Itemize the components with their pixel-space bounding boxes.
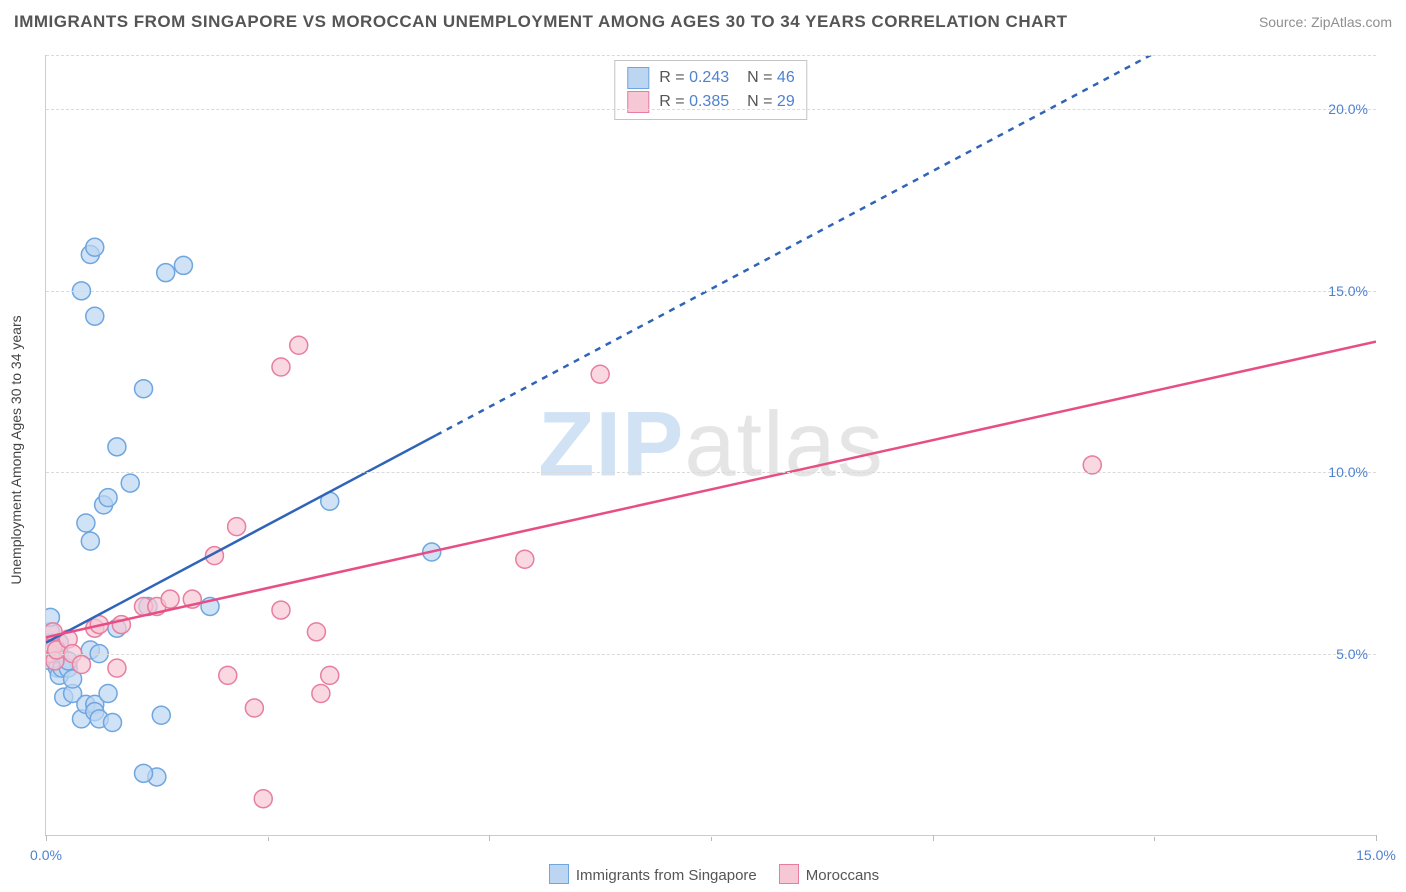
- x-tick-label: 15.0%: [1356, 847, 1396, 863]
- trend-line: [436, 55, 1151, 435]
- singapore-point: [99, 489, 117, 507]
- moroccan-point: [591, 365, 609, 383]
- y-tick-label: 20.0%: [1328, 101, 1368, 117]
- x-tick-mark: [1376, 835, 1377, 841]
- gridline-horizontal: [46, 55, 1376, 56]
- moroccan-point: [312, 685, 330, 703]
- singapore-point: [121, 474, 139, 492]
- x-tick-mark: [46, 835, 47, 841]
- x-minor-tick: [1154, 837, 1155, 841]
- scatter-svg: [46, 55, 1376, 835]
- series-label: Immigrants from Singapore: [576, 867, 757, 884]
- moroccan-point: [307, 623, 325, 641]
- y-tick-label: 10.0%: [1328, 464, 1368, 480]
- singapore-point: [157, 264, 175, 282]
- moroccan-point: [161, 590, 179, 608]
- series-legend: Immigrants from Singapore Moroccans: [0, 864, 1406, 884]
- chart-container: IMMIGRANTS FROM SINGAPORE VS MOROCCAN UN…: [0, 0, 1406, 892]
- singapore-point: [108, 438, 126, 456]
- gridline-horizontal: [46, 472, 1376, 473]
- moroccan-point: [290, 336, 308, 354]
- singapore-point: [174, 256, 192, 274]
- series-swatch: [549, 864, 569, 884]
- x-tick-mark: [489, 835, 490, 841]
- moroccan-point: [272, 601, 290, 619]
- x-tick-label: 0.0%: [30, 847, 62, 863]
- source-attribution: Source: ZipAtlas.com: [1259, 14, 1392, 30]
- x-tick-mark: [933, 835, 934, 841]
- moroccan-point: [254, 790, 272, 808]
- trend-line: [46, 435, 436, 643]
- gridline-horizontal: [46, 291, 1376, 292]
- moroccan-point: [321, 666, 339, 684]
- moroccan-point: [228, 518, 246, 536]
- x-minor-tick: [711, 837, 712, 841]
- chart-title: IMMIGRANTS FROM SINGAPORE VS MOROCCAN UN…: [14, 12, 1068, 32]
- gridline-horizontal: [46, 654, 1376, 655]
- series-label: Moroccans: [806, 867, 879, 884]
- series-swatch: [779, 864, 799, 884]
- x-minor-tick: [268, 837, 269, 841]
- singapore-point: [99, 685, 117, 703]
- singapore-point: [86, 307, 104, 325]
- singapore-point: [81, 532, 99, 550]
- singapore-point: [152, 706, 170, 724]
- singapore-point: [86, 238, 104, 256]
- y-tick-label: 5.0%: [1336, 646, 1368, 662]
- moroccan-point: [272, 358, 290, 376]
- gridline-horizontal: [46, 109, 1376, 110]
- source-label: Source:: [1259, 14, 1311, 30]
- moroccan-point: [245, 699, 263, 717]
- plot-area: ZIPatlas R = 0.243N = 46R = 0.385N = 29 …: [45, 55, 1376, 836]
- moroccan-point: [219, 666, 237, 684]
- trend-line: [46, 342, 1376, 638]
- moroccan-point: [72, 655, 90, 673]
- y-axis-label: Unemployment Among Ages 30 to 34 years: [8, 315, 24, 584]
- singapore-point: [135, 380, 153, 398]
- source-link[interactable]: ZipAtlas.com: [1311, 14, 1392, 30]
- moroccan-point: [516, 550, 534, 568]
- y-tick-label: 15.0%: [1328, 283, 1368, 299]
- singapore-point: [104, 714, 122, 732]
- singapore-point: [77, 514, 95, 532]
- singapore-point: [135, 764, 153, 782]
- moroccan-point: [108, 659, 126, 677]
